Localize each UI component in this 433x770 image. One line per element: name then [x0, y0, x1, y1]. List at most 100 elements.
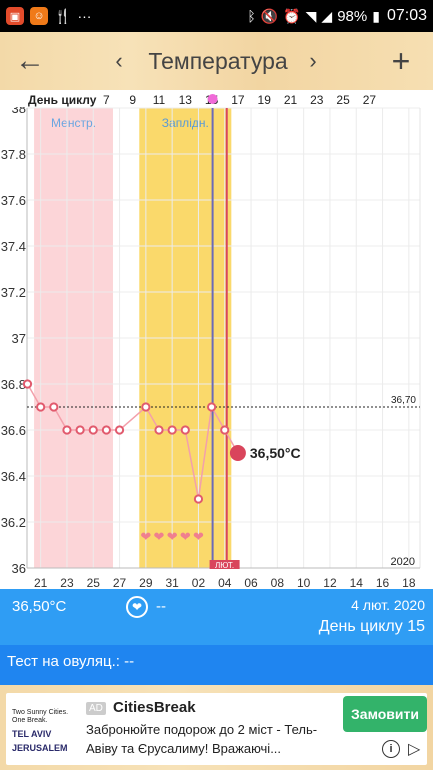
x-date-label: 23 [60, 576, 74, 590]
battery-icon: ▮ [372, 7, 380, 24]
y-tick-label: 37.8 [1, 147, 26, 162]
temperature-point [88, 425, 98, 435]
temperature-point [62, 425, 72, 435]
ovulation-label: ЛЮТ. [215, 561, 234, 570]
cycle-day-label: 27 [363, 93, 377, 107]
ad-banner[interactable]: Two Sunny Cities. One Break. TEL AVIV JE… [0, 685, 433, 770]
bluetooth-icon: ᛒ [247, 8, 256, 24]
temperature-point [154, 425, 164, 435]
chart-svg[interactable]: Менстр. Заплідн. 36 36.2 36.4 36.6 36.8 37 37.2 3… [0, 90, 433, 590]
temperature-point [193, 494, 204, 504]
ad-logo-line: Two Sunny Cities. [12, 709, 69, 716]
x-date-label: 25 [87, 576, 101, 590]
heart-marker: ❤ [167, 530, 178, 545]
more-dots-icon: ··· [77, 8, 92, 24]
x-date-label: 27 [113, 576, 127, 590]
heart-icon[interactable]: ❤ [126, 596, 148, 618]
y-tick-label: 36 [12, 561, 26, 576]
selected-date: 4 лют. 2020 [351, 597, 425, 613]
heart-marker: ❤ [193, 530, 204, 545]
status-bar: ▣ ☺ 🍴 ··· ᛒ 🔇 ⏰ ◥ ◢ 98% ▮ 07:03 [0, 0, 433, 32]
next-chevron-icon[interactable]: › [309, 48, 317, 73]
x-date-label: 21 [34, 576, 48, 590]
cycle-day-header: День циклу [28, 93, 97, 107]
temperature-point [101, 425, 112, 435]
y-tick-label: 37.2 [1, 285, 26, 300]
temperature-chart[interactable]: Менстр. Заплідн. 36 36.2 36.4 36.6 36.8 37 37.2 3… [0, 90, 433, 590]
current-temperature: 36,50°C [12, 598, 67, 615]
temperature-line [26, 383, 239, 500]
x-date-label: 18 [402, 576, 416, 590]
current-temp-point [229, 445, 246, 461]
ad-cta-button[interactable]: Замовити [343, 696, 427, 732]
wifi-icon: ◥ [305, 7, 317, 24]
temperature-point [220, 425, 230, 435]
add-plus-icon[interactable]: + [391, 42, 411, 79]
x-date-label: 08 [271, 576, 285, 590]
temperature-point [36, 402, 46, 412]
clock: 07:03 [386, 7, 427, 24]
x-date-label: 12 [323, 576, 337, 590]
x-date-label: 06 [244, 576, 258, 590]
temperature-point [49, 402, 59, 412]
heart-marker: ❤ [140, 530, 151, 545]
back-arrow-icon[interactable]: ← [15, 44, 45, 77]
ad-card[interactable]: Two Sunny Cities. One Break. TEL AVIV JE… [6, 693, 427, 765]
temperature-point [75, 425, 85, 435]
adchoices-icon[interactable]: ▷ [408, 741, 421, 758]
app-icon-1: ▣ [6, 7, 24, 25]
current-temp-value: 36,50°C [250, 445, 301, 461]
ad-logo-line: TEL AVIV [12, 729, 52, 739]
day-info-panel[interactable]: 36,50°C ❤ -- 4 лют. 2020 День циклу 15 [0, 589, 433, 645]
ovulation-label-bg [209, 560, 240, 569]
year-label: 2020 [391, 556, 415, 568]
y-tick-label: 36.6 [1, 423, 26, 438]
today-dot [207, 94, 218, 104]
mute-icon: 🔇 [260, 7, 279, 24]
prev-chevron-icon[interactable]: ‹ [115, 48, 123, 73]
ovulation-test-row[interactable]: Тест на овуляц.: -- [0, 645, 433, 685]
cycle-day-label: 23 [310, 93, 324, 107]
battery-percent: 98% [337, 7, 368, 25]
ad-badge: AD [86, 702, 106, 715]
ad-logo-line: One Break. [12, 717, 48, 724]
info-icon[interactable]: i [382, 740, 400, 758]
x-date-label: 31 [165, 576, 179, 590]
app-header: ← ‹ Температура › + [0, 32, 433, 90]
x-date-label: 04 [218, 576, 232, 590]
page-title: Температура [148, 48, 288, 74]
fork-knife-icon: 🍴 [54, 7, 72, 24]
zone-label: Заплідн. [162, 116, 209, 130]
y-tick-label: 36.4 [1, 469, 26, 484]
x-date-label: 02 [192, 576, 206, 590]
ad-logo-line: JERUSALEM [12, 743, 68, 753]
ad-title[interactable]: CitiesBreak [113, 699, 196, 716]
cycle-day: День циклу 15 [318, 618, 425, 635]
cycle-day-label: 9 [129, 93, 136, 107]
signal-icon: ◢ [321, 7, 333, 24]
cycle-day-label: 7 [103, 93, 110, 107]
heart-marker: ❤ [154, 530, 165, 545]
cycle-day-label: 13 [179, 93, 193, 107]
coverline-label: 36,70 [391, 395, 416, 406]
cycle-day-label: 11 [153, 93, 166, 107]
temperature-point [167, 425, 177, 435]
alarm-icon: ⏰ [283, 7, 301, 24]
sex-value: -- [156, 598, 166, 615]
y-tick-label: 36.8 [1, 377, 26, 392]
cycle-day-label: 17 [231, 93, 245, 107]
temperature-point [141, 402, 151, 412]
x-date-label: 29 [139, 576, 153, 590]
ad-text[interactable]: Забронюйте подорож до 2 міст - Тель-Авів… [86, 722, 318, 756]
app-icon-2: ☺ [30, 7, 48, 25]
y-tick-label: 37.4 [1, 239, 26, 254]
y-tick-label: 37.6 [1, 193, 26, 208]
temperature-point [207, 402, 217, 412]
heart-marker: ❤ [180, 530, 191, 545]
ad-logo: Two Sunny Cities. One Break. TEL AVIV JE… [12, 709, 80, 753]
x-date-label: 14 [350, 576, 364, 590]
cycle-day-label: 21 [284, 93, 298, 107]
cycle-day-label: 25 [336, 93, 350, 107]
x-date-label: 16 [376, 576, 390, 590]
cycle-day-label: 19 [258, 93, 272, 107]
